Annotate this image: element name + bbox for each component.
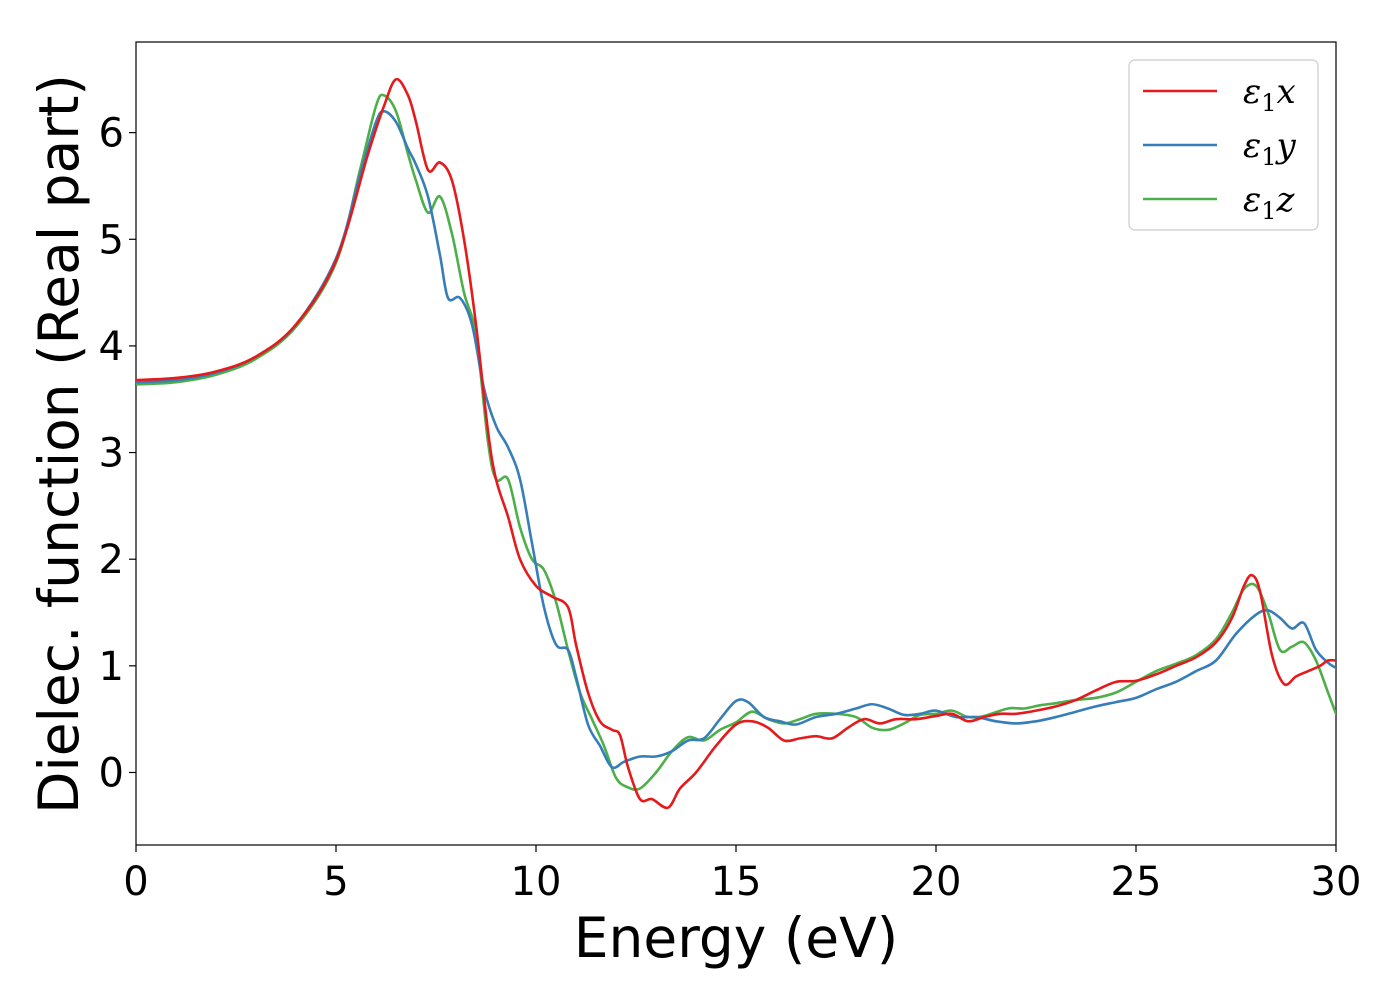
legend-label-subscript: 1 xyxy=(1261,143,1276,171)
legend-label-subscript: 1 xyxy=(1261,197,1276,225)
x-tick-label: 0 xyxy=(123,859,148,905)
legend-label: ε1z xyxy=(1243,180,1296,225)
legend-label-base: ε xyxy=(1243,126,1261,166)
y-tick-label: 1 xyxy=(99,644,124,690)
x-tick-label: 5 xyxy=(323,859,348,905)
legend-label-suffix: y xyxy=(1275,126,1297,166)
x-tick-label: 10 xyxy=(511,859,562,905)
y-axis-label: Dielec. function (Real part) xyxy=(27,74,91,814)
y-tick-label: 4 xyxy=(99,324,124,370)
legend-box xyxy=(1128,59,1319,231)
legend-label: ε1x xyxy=(1243,72,1296,117)
y-tick-label: 3 xyxy=(99,431,124,477)
axes-layer: 0 5 10 15 20 25 30 0 1 2 3 4 5 6 xyxy=(99,41,1362,905)
y-tick-label: 5 xyxy=(99,217,124,263)
legend-label-base: ε xyxy=(1243,180,1261,220)
x-tick-label: 15 xyxy=(711,859,762,905)
legend-label-base: ε xyxy=(1243,72,1261,112)
x-tick-label: 20 xyxy=(911,859,962,905)
series-line-eps1x xyxy=(136,77,1336,810)
series-layer xyxy=(136,77,1336,810)
y-tick-label: 0 xyxy=(99,750,124,796)
x-tick-label: 30 xyxy=(1311,859,1362,905)
series-line-eps1z xyxy=(136,93,1336,792)
legend-label-suffix: x xyxy=(1277,72,1296,112)
x-axis-label: Energy (eV) xyxy=(574,906,898,970)
legend-label-subscript: 1 xyxy=(1261,89,1276,117)
legend-label-suffix: z xyxy=(1276,180,1296,220)
x-tick-label: 25 xyxy=(1111,859,1162,905)
series-line-eps1y xyxy=(136,110,1336,770)
legend-label: ε1y xyxy=(1243,126,1297,171)
y-tick-label: 2 xyxy=(99,537,124,583)
y-tick-label: 6 xyxy=(99,111,124,157)
